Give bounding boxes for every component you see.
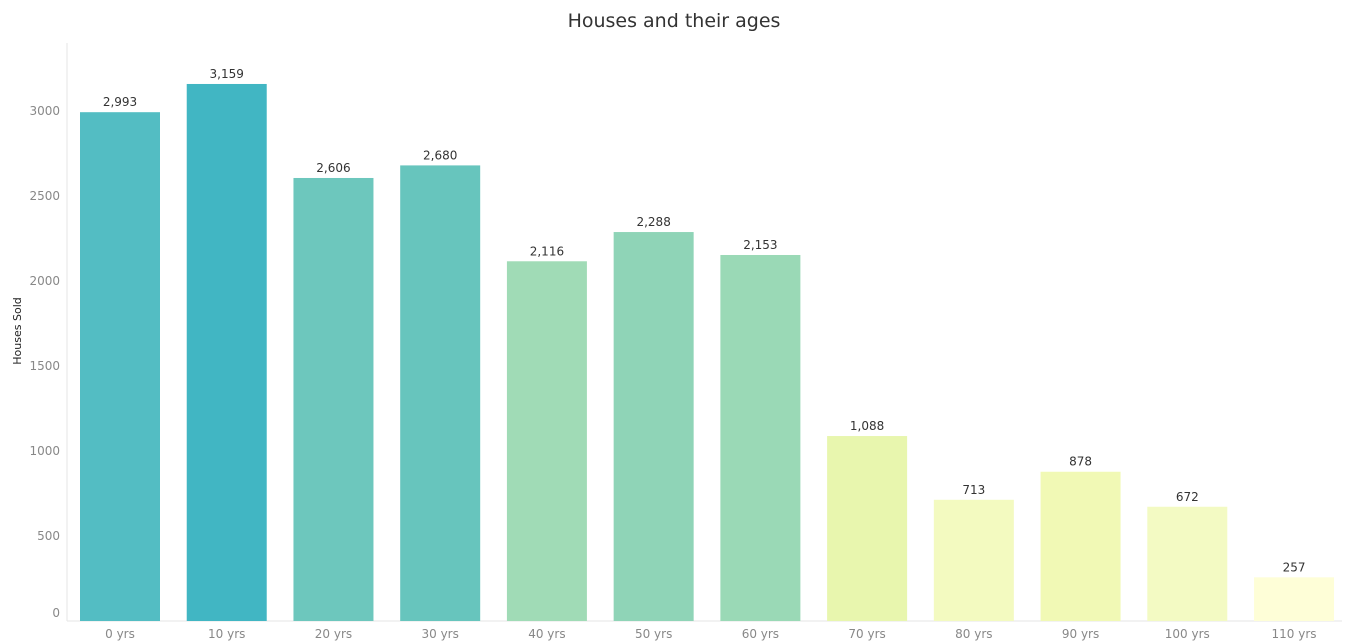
x-tick-label: 100 yrs	[1165, 627, 1210, 641]
x-tick-label: 10 yrs	[208, 627, 245, 641]
bar[interactable]	[613, 232, 694, 622]
bar-data-label: 257	[1283, 560, 1306, 574]
y-tick-label: 2500	[29, 189, 60, 203]
bar[interactable]	[400, 165, 481, 621]
x-tick-label: 80 yrs	[955, 627, 992, 641]
x-tick-label: 40 yrs	[528, 627, 565, 641]
bars	[80, 83, 1335, 622]
y-tick-label: 1000	[29, 444, 60, 458]
bar-data-label: 2,993	[103, 95, 137, 109]
bar[interactable]	[80, 112, 160, 621]
bar-data-label: 672	[1176, 490, 1199, 504]
x-tick-label: 110 yrs	[1272, 627, 1317, 641]
y-tick-label: 1500	[29, 359, 60, 373]
x-tick-label: 0 yrs	[105, 627, 135, 641]
x-tick-label: 50 yrs	[635, 627, 672, 641]
x-tick-label: 60 yrs	[742, 627, 779, 641]
y-axis-ticks: 0 500 1000 1500 2000 2500 3000	[29, 104, 60, 620]
bar-data-label: 1,088	[850, 419, 884, 433]
x-tick-label: 20 yrs	[315, 627, 352, 641]
x-tick-label: 90 yrs	[1062, 627, 1099, 641]
bar[interactable]	[1254, 577, 1335, 621]
bar[interactable]	[506, 261, 587, 621]
y-axis-title: Houses Sold	[11, 297, 24, 364]
bar[interactable]	[720, 254, 801, 622]
chart-title: Houses and their ages	[568, 10, 781, 32]
bar[interactable]	[293, 177, 374, 622]
y-tick-label: 3000	[29, 104, 60, 118]
bar-data-label: 713	[962, 483, 985, 497]
bar-data-label: 2,153	[743, 238, 777, 252]
bar-data-label: 878	[1069, 455, 1092, 469]
bar-data-label: 2,680	[423, 148, 457, 162]
bar-data-label: 3,159	[210, 67, 244, 81]
bar[interactable]	[1147, 506, 1228, 621]
bar-data-label: 2,288	[636, 215, 670, 229]
y-tick-label: 2000	[29, 274, 60, 288]
x-axis-ticks: 0 yrs 10 yrs 20 yrs 30 yrs 40 yrs 50 yrs 60 yr…	[105, 627, 1316, 641]
x-tick-label: 70 yrs	[848, 627, 885, 641]
bar[interactable]	[827, 436, 908, 621]
bar[interactable]	[1040, 471, 1121, 621]
bar[interactable]	[933, 499, 1014, 621]
bar-data-label: 2,606	[316, 161, 350, 175]
bar-data-label: 2,116	[530, 244, 564, 258]
bar-data-labels: 2,993 3,159 2,606 2,680 2,116 2,288 2,153 1,088…	[103, 67, 1306, 574]
y-tick-label: 0	[52, 606, 60, 620]
y-tick-label: 500	[37, 529, 60, 543]
bar[interactable]	[186, 83, 267, 622]
x-tick-label: 30 yrs	[422, 627, 459, 641]
